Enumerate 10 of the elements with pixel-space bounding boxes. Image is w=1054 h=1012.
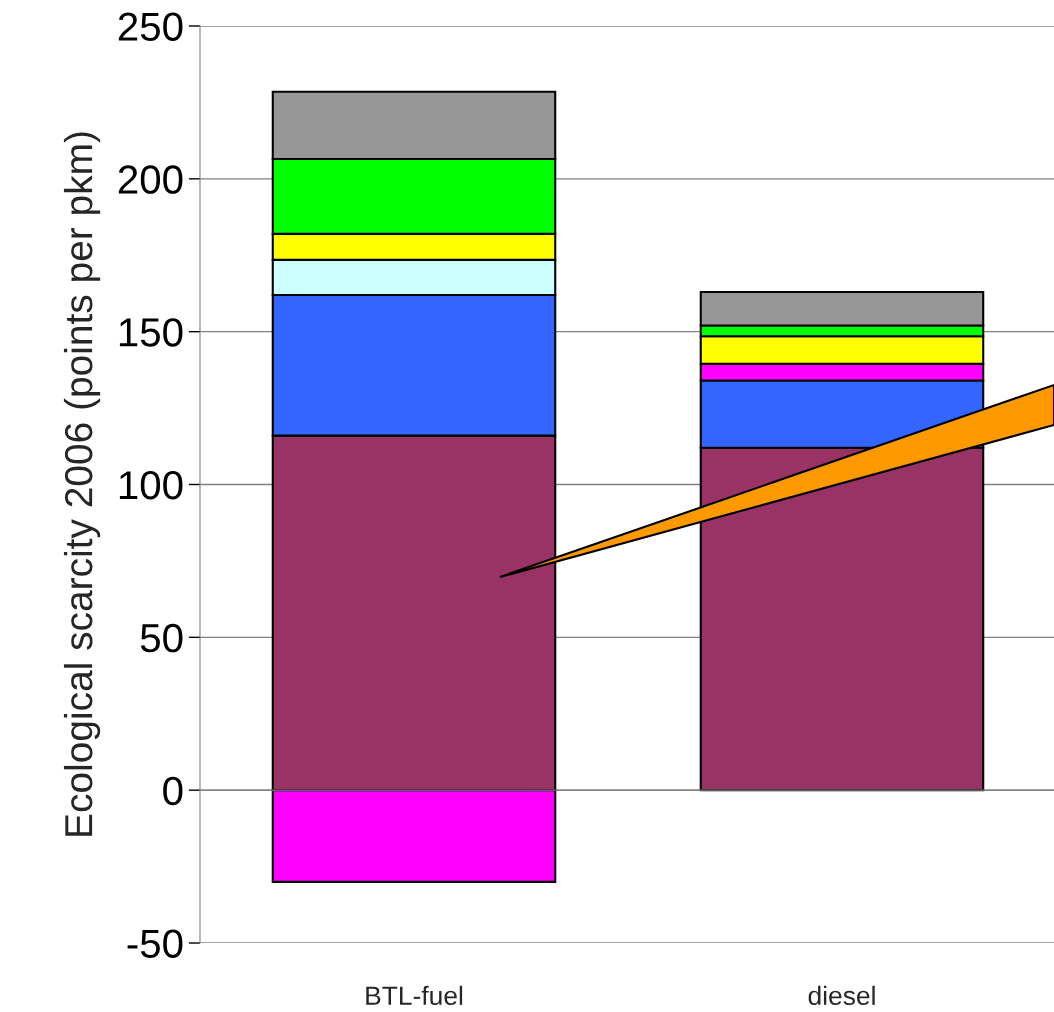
y-tick-label: 0 xyxy=(163,776,183,806)
y-tick-label: 100 xyxy=(119,470,183,500)
y-tick-label: 50 xyxy=(140,623,183,653)
x-tick-label: BTL-fuel xyxy=(366,985,463,1006)
y-tick-label: 250 xyxy=(118,12,183,41)
y-tick-label: 150 xyxy=(119,318,183,347)
x-tick-label: diesel xyxy=(808,985,875,1006)
y-tick-label: 200 xyxy=(118,165,183,194)
y-axis-title: Ecological scarcity 2006 (points per pkm) xyxy=(63,132,101,836)
y-tick-label: -50 xyxy=(127,929,183,958)
